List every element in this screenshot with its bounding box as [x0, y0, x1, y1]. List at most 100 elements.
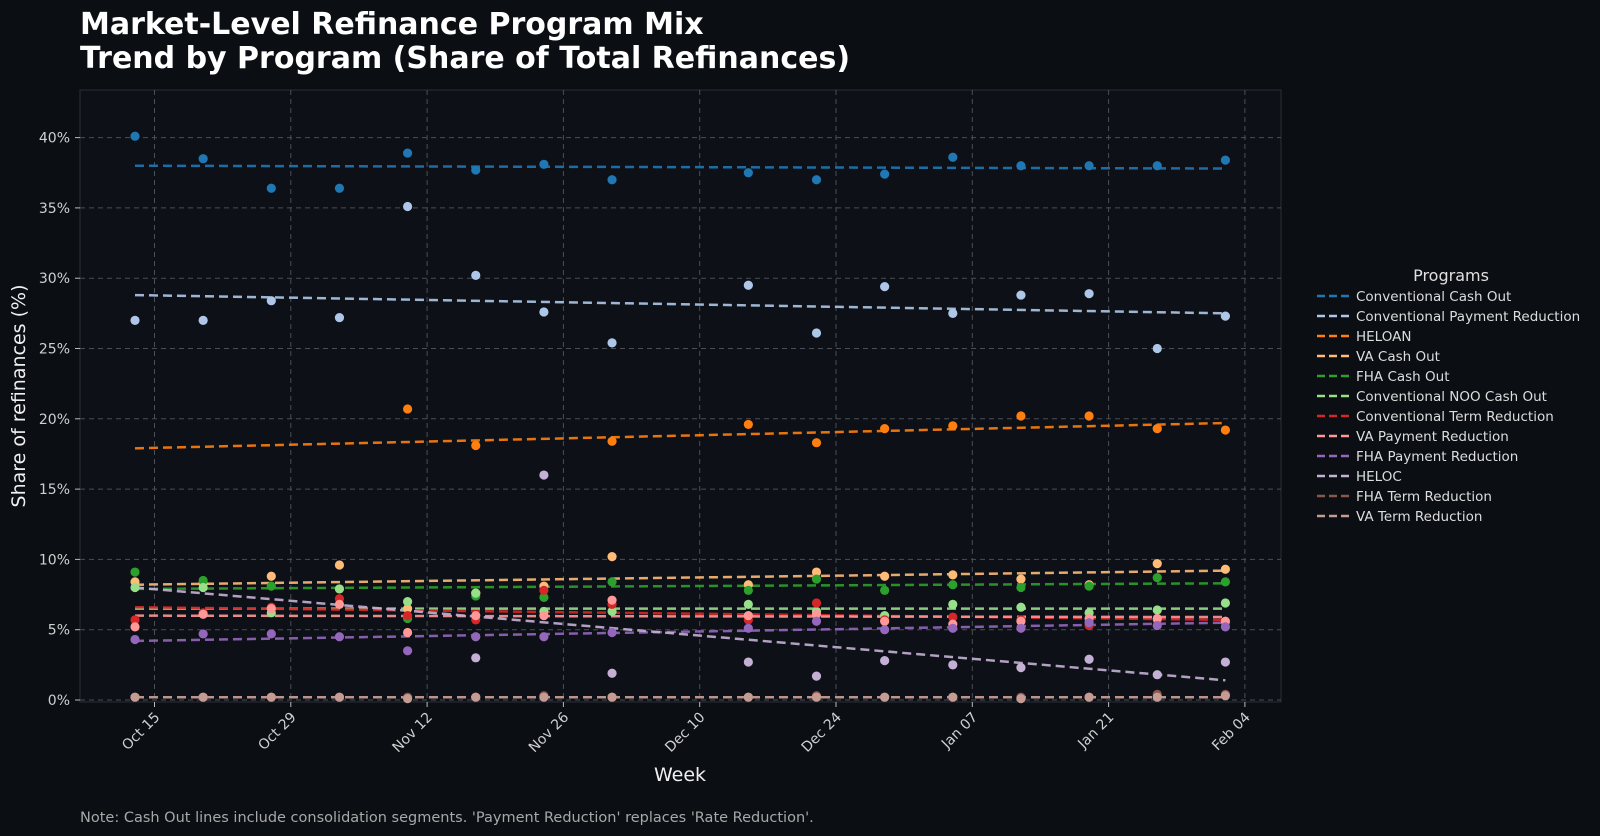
point-conventional-cash-out [1084, 161, 1094, 171]
y-tick-label: 5% [48, 623, 70, 639]
point-heloan [471, 440, 481, 451]
y-tick-label: 15% [39, 482, 70, 498]
point-fha-cash-out [743, 585, 753, 595]
point-conventional-cash-out [266, 183, 276, 193]
point-conventional-cash-out [743, 168, 753, 178]
y-tick-label: 40% [39, 131, 70, 147]
legend-item-fha-term-reduction: FHA Term Reduction [1317, 489, 1492, 505]
point-va-term-reduction [811, 692, 822, 702]
y-tick-label: 25% [39, 342, 70, 358]
legend-item-heloan: HELOAN [1317, 329, 1411, 345]
point-va-cash-out [948, 570, 958, 580]
point-heloc [471, 653, 481, 663]
point-conventional-noo-cash-out [198, 582, 208, 593]
point-conventional-noo-cash-out [1152, 605, 1162, 615]
point-fha-payment-reduction [1084, 618, 1094, 628]
point-va-term-reduction [1016, 693, 1026, 704]
plot-area [79, 89, 1282, 703]
point-va-payment-reduction [1152, 613, 1162, 624]
point-fha-cash-out [880, 585, 890, 595]
point-va-cash-out [1152, 559, 1162, 569]
point-fha-payment-reduction [1152, 620, 1162, 631]
point-conventional-cash-out [1220, 155, 1230, 165]
point-conventional-cash-out [539, 159, 549, 169]
point-va-cash-out [811, 567, 822, 577]
x-tick-label: Dec 24 [799, 709, 845, 755]
point-heloan [880, 424, 890, 434]
data-points [130, 131, 1230, 704]
point-heloc [743, 657, 753, 667]
point-heloc [1220, 657, 1230, 667]
point-va-term-reduction [334, 692, 345, 702]
legend-label: FHA Cash Out [1356, 369, 1450, 385]
point-conventional-noo-cash-out [1016, 602, 1026, 612]
legend-label: HELOC [1356, 469, 1402, 485]
point-fha-payment-reduction [1220, 622, 1230, 632]
point-va-payment-reduction [266, 604, 276, 614]
point-fha-payment-reduction [403, 646, 413, 656]
title-line-2: Trend by Program (Share of Total Refinan… [80, 41, 850, 76]
point-va-cash-out [880, 571, 890, 581]
x-tick-label: Dec 10 [662, 710, 708, 756]
y-axis-ticks: 0% 5% 10% 15% 20% 25% 30% 35% 40% [39, 131, 80, 709]
point-conventional-cash-out [471, 165, 481, 175]
legend-item-va-payment-reduction: VA Payment Reduction [1317, 429, 1509, 445]
point-heloan [1220, 425, 1230, 435]
legend-label: VA Cash Out [1356, 349, 1440, 365]
point-fha-payment-reduction [130, 634, 140, 645]
point-conventional-payment-reduction [811, 328, 822, 338]
point-conventional-payment-reduction [403, 201, 413, 212]
point-conventional-payment-reduction [471, 270, 481, 280]
point-heloan [743, 419, 753, 430]
trend-line-heloc [134, 586, 1226, 682]
point-fha-cash-out [130, 567, 140, 577]
point-conventional-payment-reduction [130, 315, 140, 325]
point-conventional-term-reduction [403, 611, 413, 621]
point-va-payment-reduction [811, 609, 822, 619]
x-axis-ticks: Oct 15 Oct 29 Nov 12 Nov 26 Dec 10 Dec 24 Jan … [119, 702, 1254, 756]
point-conventional-noo-cash-out [130, 582, 140, 593]
point-va-payment-reduction [198, 609, 208, 619]
point-conventional-payment-reduction [1152, 343, 1162, 354]
point-conventional-cash-out [334, 183, 345, 193]
point-heloc [1016, 663, 1026, 673]
y-tick-label: 0% [48, 693, 70, 709]
legend-items: Conventional Cash Out Conventional Paymen… [1317, 289, 1580, 525]
point-heloc [880, 656, 890, 666]
point-conventional-payment-reduction [1220, 311, 1230, 321]
point-va-term-reduction [948, 692, 958, 702]
point-fha-payment-reduction [1016, 623, 1026, 633]
point-fha-payment-reduction [948, 623, 958, 633]
point-heloc [1084, 654, 1094, 664]
point-va-cash-out [334, 560, 345, 570]
legend-label: Conventional Term Reduction [1356, 409, 1554, 425]
point-conventional-cash-out [811, 175, 822, 185]
legend-item-heloc: HELOC [1317, 469, 1402, 485]
point-conventional-term-reduction [130, 615, 140, 625]
legend-item-va-cash-out: VA Cash Out [1317, 349, 1440, 365]
point-conventional-noo-cash-out [948, 599, 958, 609]
point-va-cash-out [1016, 574, 1026, 584]
point-va-payment-reduction [1016, 616, 1026, 626]
point-fha-payment-reduction [607, 627, 617, 638]
x-tick-label: Jan 07 [938, 710, 981, 753]
point-va-term-reduction [471, 692, 481, 702]
point-conventional-term-reduction [948, 612, 958, 622]
legend-label: Conventional NOO Cash Out [1356, 389, 1547, 405]
y-tick-label: 35% [39, 201, 70, 217]
point-fha-cash-out [1084, 581, 1094, 591]
y-tick-label: 10% [39, 552, 70, 568]
point-heloan [403, 404, 413, 414]
point-conventional-noo-cash-out [334, 584, 345, 594]
legend-label: VA Payment Reduction [1356, 429, 1509, 445]
point-heloc [948, 660, 958, 670]
point-conventional-payment-reduction [948, 308, 958, 318]
chart-title: Market-Level Refinance Program Mix Trend… [80, 7, 850, 76]
point-conventional-payment-reduction [334, 312, 345, 323]
point-conventional-cash-out [130, 131, 140, 141]
x-tick-label: Jan 21 [1074, 710, 1117, 753]
point-conventional-cash-out [1016, 161, 1026, 171]
point-heloan [1016, 411, 1026, 421]
point-conventional-noo-cash-out [607, 606, 617, 617]
